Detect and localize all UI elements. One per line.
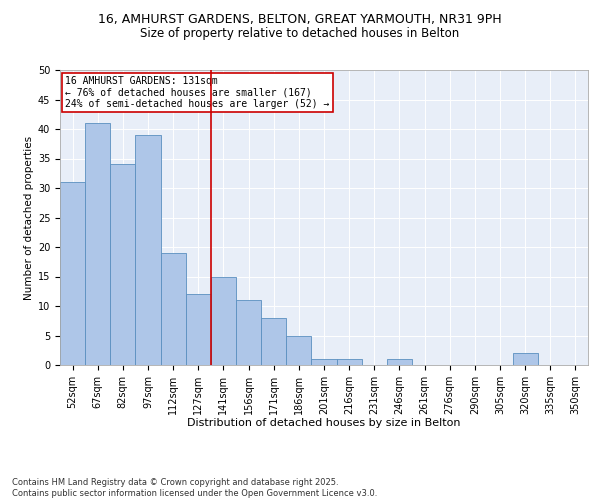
Bar [261,318,286,365]
X-axis label: Distribution of detached houses by size in Belton: Distribution of detached houses by size … [187,418,461,428]
Bar [387,359,412,365]
Bar [311,359,337,365]
Bar [186,294,211,365]
Bar [136,135,161,365]
Bar [60,182,85,365]
Bar [236,300,261,365]
Bar [337,359,362,365]
Bar [85,123,110,365]
Bar [211,276,236,365]
Bar [161,253,186,365]
Bar [286,336,311,365]
Bar [110,164,136,365]
Bar [512,353,538,365]
Text: 16 AMHURST GARDENS: 131sqm
← 76% of detached houses are smaller (167)
24% of sem: 16 AMHURST GARDENS: 131sqm ← 76% of deta… [65,76,329,109]
Text: Size of property relative to detached houses in Belton: Size of property relative to detached ho… [140,28,460,40]
Text: Contains HM Land Registry data © Crown copyright and database right 2025.
Contai: Contains HM Land Registry data © Crown c… [12,478,377,498]
Y-axis label: Number of detached properties: Number of detached properties [23,136,34,300]
Text: 16, AMHURST GARDENS, BELTON, GREAT YARMOUTH, NR31 9PH: 16, AMHURST GARDENS, BELTON, GREAT YARMO… [98,12,502,26]
